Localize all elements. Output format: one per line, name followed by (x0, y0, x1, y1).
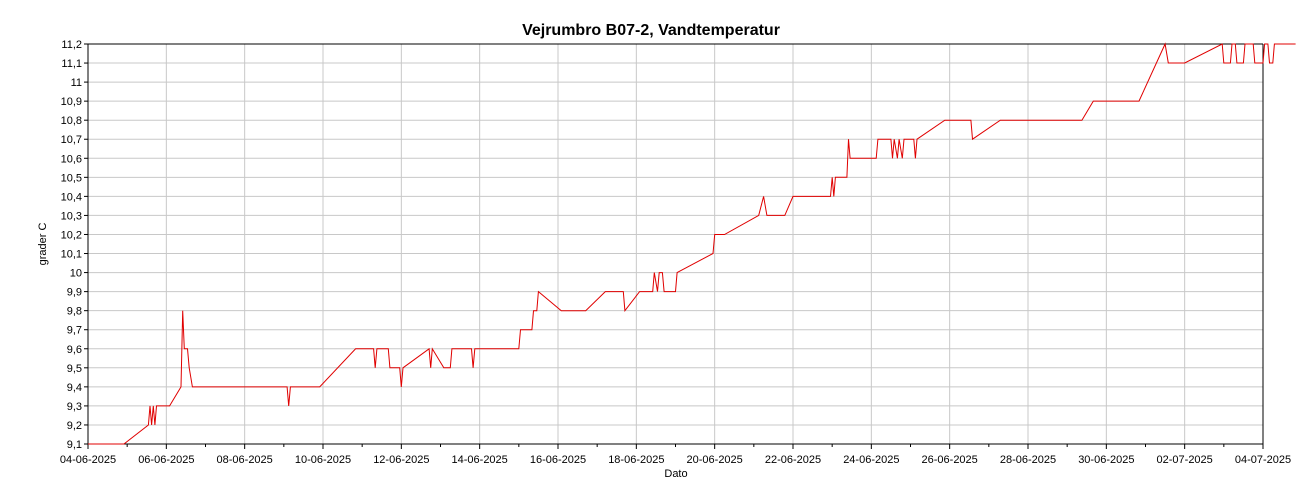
y-tick-label: 9,2 (67, 420, 82, 432)
y-tick-label: 10,3 (61, 210, 82, 222)
y-tick-label: 10,4 (61, 191, 82, 203)
x-tick-label: 24-06-2025 (843, 454, 899, 466)
y-axis-ticks: 9,1 9,2 9,3 9,4 9,5 9,6 9,7 9,8 9,9 10 10,1 10,2 10,… (61, 39, 82, 451)
series-layer (88, 42, 1296, 445)
x-tick-label: 14-06-2025 (452, 454, 508, 466)
y-tick-label: 9,3 (67, 401, 82, 413)
x-tick-label: 06-06-2025 (138, 454, 194, 466)
y-tick-label: 10 (70, 268, 82, 280)
y-tick-label: 9,4 (67, 382, 82, 394)
y-tick-label: 9,9 (67, 287, 82, 299)
y-tick-label: 10,2 (61, 229, 82, 241)
series-line (88, 42, 1296, 445)
x-tick-label: 12-06-2025 (373, 454, 429, 466)
y-tick-label: 10,6 (61, 153, 82, 165)
y-axis-label: grader C (37, 223, 49, 266)
y-tick-label: 10,8 (61, 115, 82, 127)
x-tick-label: 16-06-2025 (530, 454, 586, 466)
y-tick-label: 10,7 (61, 134, 82, 146)
y-tick-label: 9,7 (67, 325, 82, 337)
x-tick-label: 10-06-2025 (295, 454, 351, 466)
x-axis-ticks: 04-06-2025 06-06-2025 08-06-2025 10-06-2025… (60, 454, 1291, 466)
y-tick-label: 10,5 (61, 172, 82, 184)
y-tick-label: 9,8 (67, 306, 82, 318)
y-tick-label: 11,2 (61, 39, 82, 51)
x-tick-label: 04-06-2025 (60, 454, 116, 466)
y-tick-label: 9,6 (67, 344, 82, 356)
x-tick-label: 02-07-2025 (1157, 454, 1213, 466)
x-tick-label: 20-06-2025 (687, 454, 743, 466)
y-tick-label: 9,1 (67, 439, 82, 451)
chart-title: Vejrumbro B07-2, Vandtemperatur (522, 22, 780, 39)
x-tick-label: 28-06-2025 (1000, 454, 1056, 466)
x-tick-label: 26-06-2025 (922, 454, 978, 466)
y-tick-label: 10,9 (61, 96, 82, 108)
x-tick-label: 04-07-2025 (1235, 454, 1291, 466)
y-tick-label: 10,1 (61, 249, 82, 261)
x-axis-label: Dato (664, 468, 687, 480)
y-tick-label: 9,5 (67, 363, 82, 375)
x-tick-label: 18-06-2025 (608, 454, 664, 466)
y-tick-label: 11,1 (61, 58, 82, 70)
x-tick-label: 22-06-2025 (765, 454, 821, 466)
y-tick-label: 11 (71, 77, 82, 89)
x-tick-label: 30-06-2025 (1078, 454, 1134, 466)
x-tick-label: 08-06-2025 (217, 454, 273, 466)
axes (84, 43, 1264, 449)
